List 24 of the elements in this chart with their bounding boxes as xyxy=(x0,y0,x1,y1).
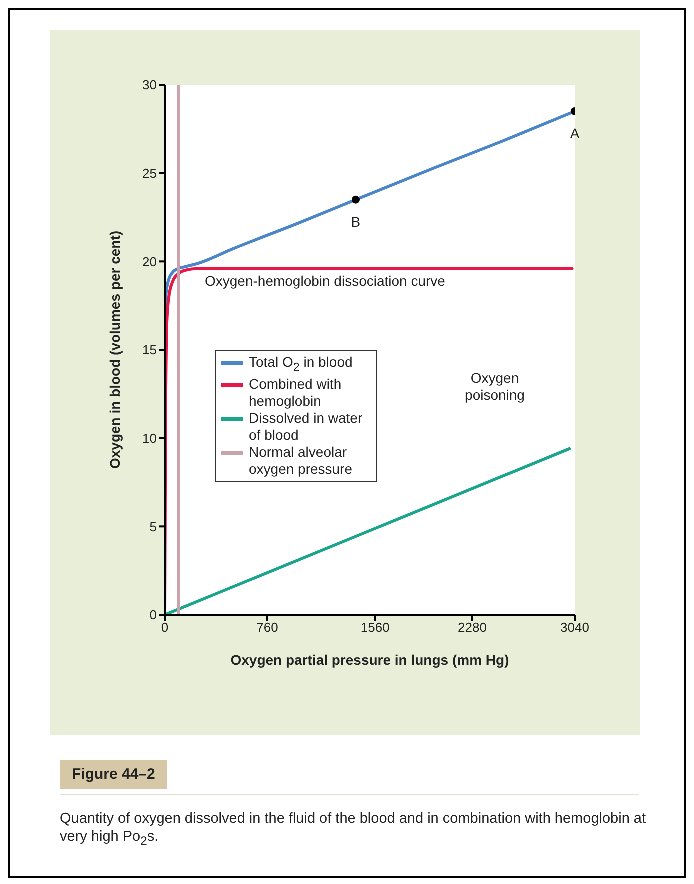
y-tick-label: 15 xyxy=(142,342,157,358)
annotation: B xyxy=(351,214,361,230)
y-tick-label: 30 xyxy=(142,78,157,93)
y-axis-title: Oxygen in blood (volumes per cent) xyxy=(106,230,123,470)
y-tick-label: 25 xyxy=(142,166,157,181)
y-tick-label: 0 xyxy=(150,608,157,623)
annotation: Oxygen-hemoglobin dissociation curve xyxy=(205,273,446,289)
x-tick-label: 2280 xyxy=(458,620,487,636)
legend-label: Total O$_{2}$ in blood xyxy=(249,354,353,376)
x-tick-label: 1560 xyxy=(360,620,390,636)
y-tick-label: 20 xyxy=(142,254,157,270)
legend-label: Combined with hemoglobin xyxy=(249,376,343,410)
caption: Figure 44–2 xyxy=(60,760,168,789)
y-tick-label: 10 xyxy=(142,430,157,446)
legend-label: Normal alveolar oxygen pressure xyxy=(249,444,354,478)
text: Quantity of oxygen dissolved in the fluid of the blood and in combination with hemoglobin at very high Po$_{2}$s. xyxy=(60,810,648,850)
annotation: Oxygen poisoning xyxy=(464,370,526,404)
y-tick-label: 5 xyxy=(150,519,157,534)
x-tick-label: 3040 xyxy=(560,620,590,636)
x-tick-label: 760 xyxy=(256,620,278,636)
x-axis-title: Oxygen partial pressure in lungs (mm Hg) xyxy=(230,652,510,668)
legend-label: Dissolved in water of blood xyxy=(249,410,364,444)
x-tick-label: 0 xyxy=(161,620,169,636)
annotation: A xyxy=(570,125,580,142)
